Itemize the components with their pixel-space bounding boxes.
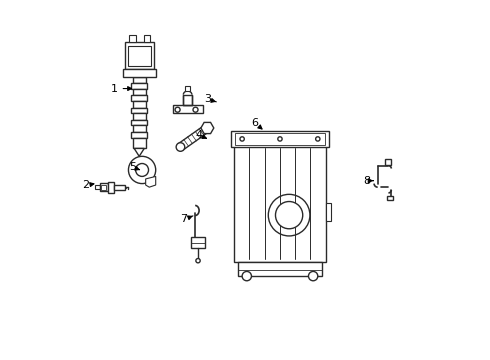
- Bar: [172, 105, 203, 113]
- Bar: [133, 138, 146, 148]
- Circle shape: [309, 271, 318, 281]
- Circle shape: [240, 137, 245, 141]
- Bar: [133, 77, 146, 83]
- Bar: [133, 113, 146, 120]
- Bar: [191, 237, 205, 248]
- Circle shape: [269, 194, 310, 236]
- Polygon shape: [146, 176, 156, 187]
- Circle shape: [275, 202, 303, 229]
- Bar: [133, 126, 146, 132]
- Circle shape: [196, 258, 200, 263]
- Bar: [129, 36, 136, 42]
- Bar: [385, 159, 392, 165]
- Bar: [100, 183, 108, 191]
- Bar: [123, 69, 156, 77]
- Polygon shape: [178, 125, 210, 150]
- Bar: [186, 86, 190, 91]
- Circle shape: [136, 163, 148, 176]
- Bar: [125, 42, 154, 69]
- Bar: [128, 45, 151, 66]
- Bar: [131, 95, 147, 101]
- Text: 1: 1: [111, 84, 132, 94]
- Circle shape: [242, 271, 251, 281]
- Bar: [183, 95, 192, 105]
- Bar: [144, 36, 150, 42]
- Bar: [131, 83, 147, 89]
- Circle shape: [176, 143, 185, 151]
- Bar: [101, 185, 106, 190]
- Text: 8: 8: [364, 176, 373, 186]
- Circle shape: [316, 137, 320, 141]
- Bar: [234, 144, 326, 262]
- Text: 3: 3: [204, 94, 216, 104]
- Text: 7: 7: [180, 215, 193, 224]
- Polygon shape: [201, 122, 214, 134]
- Circle shape: [175, 107, 180, 112]
- Bar: [326, 203, 331, 221]
- Bar: [133, 89, 146, 95]
- Bar: [231, 131, 329, 147]
- Text: 2: 2: [83, 180, 94, 190]
- Bar: [235, 133, 325, 145]
- Text: 4: 4: [196, 130, 206, 140]
- Bar: [133, 101, 146, 108]
- Bar: [108, 182, 114, 193]
- Circle shape: [193, 107, 198, 112]
- Text: 6: 6: [251, 118, 262, 129]
- Bar: [238, 262, 322, 276]
- Circle shape: [128, 156, 156, 184]
- Bar: [114, 185, 125, 190]
- Circle shape: [278, 137, 282, 141]
- Bar: [131, 108, 147, 113]
- Bar: [387, 196, 393, 200]
- Bar: [131, 132, 147, 138]
- Bar: [96, 185, 100, 189]
- Text: 5: 5: [130, 162, 140, 172]
- Polygon shape: [134, 148, 144, 156]
- Bar: [131, 120, 147, 126]
